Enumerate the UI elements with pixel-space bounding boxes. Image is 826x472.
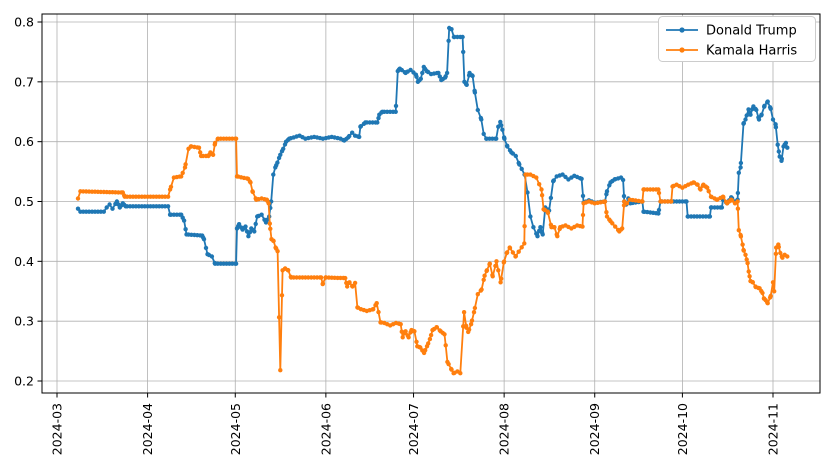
series-markers-donald-trump: [75, 25, 790, 266]
y-tick-label: 0.3: [14, 314, 34, 329]
x-tick-label: 2024-08: [497, 403, 512, 455]
legend-label-donald-trump: Donald Trump: [706, 24, 797, 39]
plot-frame: [41, 13, 821, 394]
x-tick-label: 2024-10: [675, 403, 690, 455]
y-tick-label: 0.7: [14, 74, 34, 89]
grid-lines: [42, 14, 820, 393]
y-tick-label: 0.8: [14, 15, 34, 30]
x-tick-label: 2024-04: [140, 403, 155, 455]
y-tick-label: 0.6: [14, 134, 34, 149]
legend: Donald Trump Kamala Harris: [658, 16, 816, 62]
series-donald-trump: [75, 25, 790, 266]
legend-marker-donald-trump-icon: [679, 27, 685, 33]
x-tick-label: 2024-06: [318, 403, 333, 455]
legend-marker-kamala-harris-icon: [679, 47, 685, 53]
axes-ticks: 0.2 0.3 0.4 0.5 0.6 0.7 0.8 2024-03 2024-04 2024-…: [14, 15, 780, 456]
x-tick-label: 2024-09: [587, 403, 602, 455]
y-tick-label: 0.2: [14, 374, 34, 389]
x-tick-label: 2024-07: [406, 403, 421, 455]
legend-label-kamala-harris: Kamala Harris: [706, 44, 797, 59]
series-markers-kamala-harris: [75, 136, 790, 376]
y-tick-label: 0.5: [14, 194, 34, 209]
y-tick-label: 0.4: [14, 254, 34, 269]
x-tick-label: 2024-11: [766, 403, 781, 455]
x-tick-label: 2024-05: [228, 403, 243, 455]
series-kamala-harris: [75, 136, 790, 376]
x-tick-label: 2024-03: [50, 403, 65, 455]
